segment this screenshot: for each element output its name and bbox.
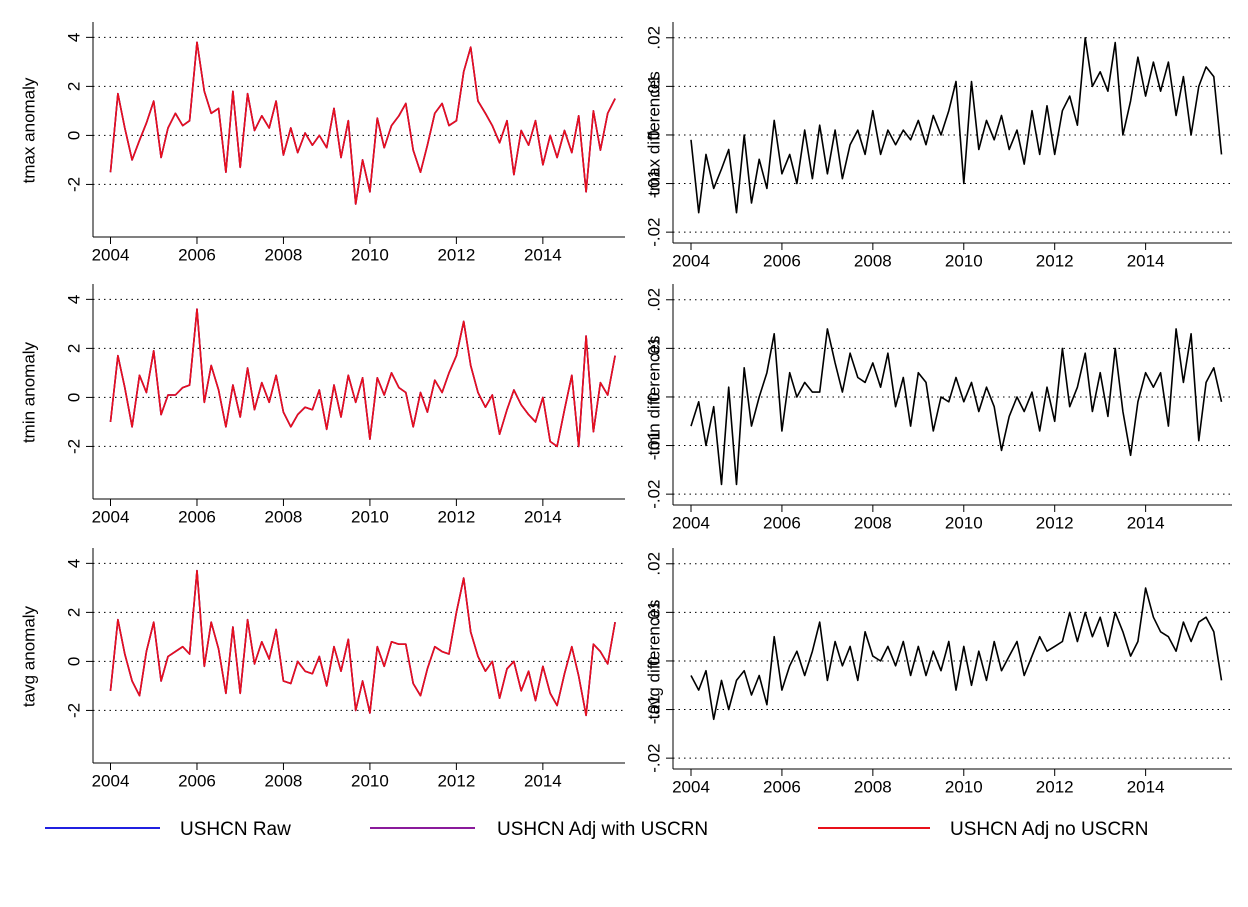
x-tick-label: 2006 — [178, 771, 216, 790]
x-tick-label: 2008 — [854, 513, 892, 532]
x-tick-label: 2012 — [1036, 777, 1074, 796]
y-tick-label: -.01 — [644, 695, 663, 724]
panel: -.02 -.01 0 .01 .02 2004 2006 2008 2010 2012 2014 t… — [644, 22, 1232, 270]
x-tick-label: 2014 — [1127, 513, 1165, 532]
y-axis-title: tavg differences — [644, 600, 663, 720]
y-tick-label: 2 — [64, 608, 83, 617]
series-line — [690, 587, 1223, 721]
y-tick-label: 2 — [64, 344, 83, 353]
y-tick-label: -.02 — [644, 217, 663, 246]
panel: -.02 -.01 0 .01 .02 2004 2006 2008 2010 2012 2014 t… — [644, 548, 1232, 796]
x-tick-label: 2014 — [524, 245, 562, 264]
x-tick-label: 2004 — [92, 507, 130, 526]
x-tick-label: 2008 — [265, 771, 303, 790]
y-tick-label: .01 — [644, 601, 663, 625]
x-tick-label: 2010 — [945, 251, 983, 270]
x-tick-label: 2008 — [265, 507, 303, 526]
x-tick-label: 2008 — [265, 245, 303, 264]
legend-label: USHCN Adj no USCRN — [950, 819, 1149, 840]
y-tick-label: 4 — [64, 295, 83, 304]
x-tick-label: 2014 — [524, 507, 562, 526]
x-tick-label: 2004 — [672, 777, 710, 796]
x-tick-label: 2004 — [92, 771, 130, 790]
x-tick-label: 2006 — [763, 251, 801, 270]
x-tick-label: 2010 — [945, 777, 983, 796]
y-axis-title: tmax anomaly — [19, 77, 38, 183]
series-line — [109, 308, 616, 448]
y-tick-label: .01 — [644, 337, 663, 361]
x-tick-label: 2014 — [524, 771, 562, 790]
x-tick-label: 2010 — [945, 513, 983, 532]
y-tick-label: -2 — [64, 703, 83, 718]
series-line — [109, 569, 616, 717]
series-line — [109, 569, 616, 717]
legend-label: USHCN Raw — [180, 819, 291, 840]
y-tick-label: 0 — [64, 131, 83, 140]
panel: -.02 -.01 0 .01 .02 2004 2006 2008 2010 2012 2014 t… — [644, 284, 1232, 532]
panel: -2 0 2 4 2004 2006 2008 2010 2012 2014 tmax anomal… — [19, 22, 625, 264]
y-tick-label: 4 — [64, 559, 83, 568]
legend-label: USHCN Adj with USCRN — [497, 819, 708, 840]
x-tick-label: 2010 — [351, 245, 389, 264]
x-tick-label: 2012 — [1036, 513, 1074, 532]
y-tick-label: .02 — [644, 552, 663, 576]
y-tick-label: 2 — [64, 82, 83, 91]
y-axis-title: tavg anomaly — [19, 605, 38, 707]
y-axis-title: tmax differences — [644, 71, 663, 195]
x-tick-label: 2008 — [854, 251, 892, 270]
x-tick-label: 2012 — [437, 771, 475, 790]
x-tick-label: 2014 — [1127, 777, 1165, 796]
y-tick-label: -2 — [64, 439, 83, 454]
y-tick-label: -2 — [64, 177, 83, 192]
y-tick-label: .02 — [644, 288, 663, 312]
y-tick-label: 4 — [64, 33, 83, 42]
y-axis-title: tmin differences — [644, 336, 663, 456]
x-tick-label: 2006 — [178, 507, 216, 526]
y-tick-label: 0 — [64, 393, 83, 402]
x-tick-label: 2014 — [1127, 251, 1165, 270]
panel: -2 0 2 4 2004 2006 2008 2010 2012 2014 tmin anomal… — [19, 284, 625, 526]
legend: USHCN Raw USHCN Adj with USCRN USHCN Adj n… — [45, 819, 1149, 840]
x-tick-label: 2012 — [437, 507, 475, 526]
x-tick-label: 2004 — [92, 245, 130, 264]
y-tick-label: -.01 — [644, 431, 663, 460]
x-tick-label: 2010 — [351, 771, 389, 790]
y-tick-label: -.02 — [644, 479, 663, 508]
x-tick-label: 2004 — [672, 513, 710, 532]
y-tick-label: -.02 — [644, 743, 663, 772]
series-line — [109, 41, 616, 205]
y-tick-label: .01 — [644, 75, 663, 99]
series-line — [109, 569, 616, 717]
x-tick-label: 2010 — [351, 507, 389, 526]
x-tick-label: 2012 — [1036, 251, 1074, 270]
y-tick-label: 0 — [644, 656, 663, 665]
x-tick-label: 2008 — [854, 777, 892, 796]
y-tick-label: 0 — [644, 130, 663, 139]
y-tick-label: -.01 — [644, 169, 663, 198]
y-axis-title: tmin anomaly — [19, 341, 38, 443]
panel: -2 0 2 4 2004 2006 2008 2010 2012 2014 tavg anomal… — [19, 548, 625, 790]
y-tick-label: .02 — [644, 26, 663, 50]
y-tick-label: 0 — [64, 657, 83, 666]
x-tick-label: 2012 — [437, 245, 475, 264]
series-line — [690, 37, 1223, 214]
x-tick-label: 2006 — [178, 245, 216, 264]
x-tick-label: 2004 — [672, 251, 710, 270]
series-line — [690, 328, 1223, 486]
x-tick-label: 2006 — [763, 513, 801, 532]
x-tick-label: 2006 — [763, 777, 801, 796]
y-tick-label: 0 — [644, 392, 663, 401]
